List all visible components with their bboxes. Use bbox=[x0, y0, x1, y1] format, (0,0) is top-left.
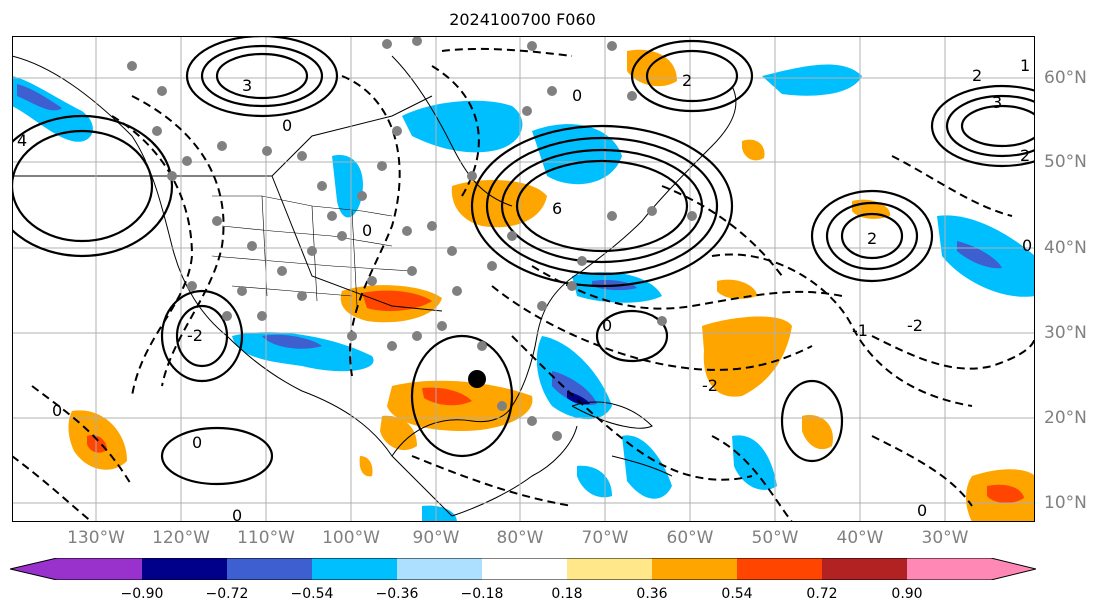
colorbar-tick: 0.54 bbox=[721, 586, 753, 602]
lon-label: 100°W bbox=[322, 528, 380, 548]
lat-label: 50°N bbox=[1044, 152, 1087, 172]
lon-label: 70°W bbox=[581, 528, 629, 548]
lat-label: 60°N bbox=[1044, 68, 1087, 88]
colorbar-low-extend bbox=[10, 558, 57, 580]
lat-label: 30°N bbox=[1044, 323, 1087, 343]
svg-text:-1: -1 bbox=[852, 321, 868, 340]
lat-label: 10°N bbox=[1044, 493, 1087, 513]
svg-text:2: 2 bbox=[867, 229, 877, 248]
lon-label: 30°W bbox=[921, 528, 969, 548]
colorbar bbox=[10, 558, 1036, 580]
coastlines bbox=[12, 55, 737, 517]
svg-text:0: 0 bbox=[362, 221, 372, 240]
colorbar-high-extend bbox=[991, 558, 1036, 580]
graticule bbox=[12, 36, 1035, 522]
shaded-fields bbox=[12, 49, 1035, 522]
lon-label: 40°W bbox=[836, 528, 884, 548]
storm-center-marker bbox=[468, 370, 486, 388]
lon-label: 60°W bbox=[666, 528, 714, 548]
svg-text:0: 0 bbox=[917, 501, 927, 520]
lat-label: 40°N bbox=[1044, 238, 1087, 258]
colorbar-tick: 0.36 bbox=[636, 586, 668, 602]
contour-labels: 3 6 3 2 2 4 -2 0 -2 -2 -1 0 0 0 0 0 0 0 … bbox=[17, 56, 1032, 522]
svg-text:2: 2 bbox=[972, 66, 982, 85]
lon-label: 80°W bbox=[496, 528, 544, 548]
colorbar-tick: 0.18 bbox=[551, 586, 583, 602]
colorbar-tick: 0.90 bbox=[891, 586, 923, 602]
svg-text:0: 0 bbox=[1022, 236, 1032, 255]
map-title: 2024100700 F060 bbox=[449, 10, 596, 29]
observation-dots bbox=[127, 36, 697, 441]
colorbar-tick: 0.72 bbox=[806, 586, 838, 602]
colorbar-tick: −0.18 bbox=[460, 586, 504, 602]
svg-text:2: 2 bbox=[682, 71, 692, 90]
svg-text:-2: -2 bbox=[702, 376, 718, 395]
svg-text:2: 2 bbox=[1020, 146, 1030, 165]
svg-text:6: 6 bbox=[552, 199, 562, 218]
colorbar-tick: −0.36 bbox=[375, 586, 419, 602]
svg-text:0: 0 bbox=[192, 433, 202, 452]
svg-text:3: 3 bbox=[992, 93, 1002, 112]
dashed-contours bbox=[12, 47, 1035, 522]
svg-text:0: 0 bbox=[282, 116, 292, 135]
colorbar-tick: −0.72 bbox=[205, 586, 249, 602]
forecast-map: 3 6 3 2 2 4 -2 0 -2 -2 -1 0 0 0 0 0 0 0 … bbox=[12, 36, 1035, 522]
svg-text:-2: -2 bbox=[907, 316, 923, 335]
svg-text:4: 4 bbox=[17, 131, 27, 150]
colorbar-tick: −0.90 bbox=[120, 586, 164, 602]
lon-label: 130°W bbox=[67, 528, 125, 548]
lon-label: 50°W bbox=[751, 528, 799, 548]
solid-contours bbox=[12, 36, 1035, 486]
svg-text:0: 0 bbox=[602, 316, 612, 335]
svg-text:3: 3 bbox=[242, 76, 252, 95]
svg-text:0: 0 bbox=[232, 506, 242, 522]
lon-label: 90°W bbox=[412, 528, 460, 548]
lat-label: 20°N bbox=[1044, 408, 1087, 428]
colorbar-tick: −0.54 bbox=[290, 586, 334, 602]
lon-label: 110°W bbox=[237, 528, 295, 548]
svg-text:0: 0 bbox=[572, 86, 582, 105]
svg-text:-2: -2 bbox=[187, 326, 203, 345]
lon-label: 120°W bbox=[152, 528, 210, 548]
svg-text:0: 0 bbox=[52, 401, 62, 420]
svg-text:1: 1 bbox=[1020, 56, 1030, 75]
